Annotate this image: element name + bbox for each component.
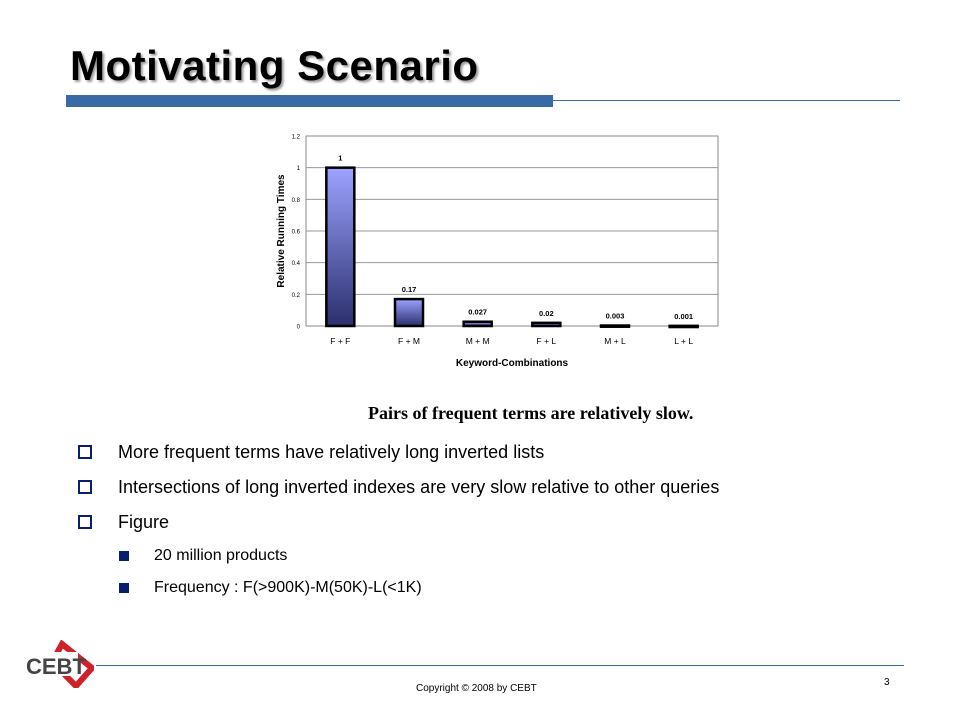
cebt-logo: CEBT bbox=[24, 640, 94, 688]
bullet-text: Figure bbox=[118, 511, 170, 532]
y-tick-label: 0.8 bbox=[292, 198, 301, 204]
x-tick-label: F + M bbox=[398, 336, 420, 346]
filled-square-bullet-icon bbox=[119, 583, 129, 593]
y-axis-label: Relative Running Times bbox=[276, 174, 287, 288]
x-axis-label: Keyword-Combinations bbox=[456, 358, 569, 369]
bar-3 bbox=[531, 321, 562, 328]
bullet-item: Figure bbox=[70, 510, 930, 534]
title-underline-bar bbox=[66, 95, 553, 107]
hollow-square-bullet-icon bbox=[78, 480, 92, 494]
figure-caption: Pairs of frequent terms are relatively s… bbox=[368, 403, 694, 423]
data-label: 0.003 bbox=[606, 312, 625, 321]
sub-bullet-text: 20 million products bbox=[154, 547, 288, 564]
running-times-bar-chart: 0 0.2 0.4 0.6 0.8 1 1.2 1 F + F 0.17 F + M 0.027 M +… bbox=[276, 135, 719, 369]
y-tick-label: 0.2 bbox=[292, 293, 301, 299]
title-underline-rule bbox=[553, 100, 900, 101]
bullet-item: Intersections of long inverted indexes a… bbox=[70, 475, 930, 499]
y-tick-label: 0.4 bbox=[292, 261, 301, 267]
y-tick-label: 1.2 bbox=[292, 135, 301, 141]
copyright-text: Copyright © 2008 by CEBT bbox=[416, 683, 537, 694]
plot-frame bbox=[305, 135, 719, 327]
bar-2 bbox=[462, 320, 493, 328]
x-tick-label: F + F bbox=[330, 336, 350, 346]
data-label: 1 bbox=[338, 154, 342, 163]
x-tick-label: M + L bbox=[604, 336, 626, 346]
data-label: 0.001 bbox=[674, 312, 693, 321]
bullet-text: More frequent terms have relatively long… bbox=[118, 441, 545, 462]
footer-rule bbox=[96, 665, 904, 666]
sub-bullet-item: Frequency : F(>900K)-M(50K)-L(<1K) bbox=[70, 577, 930, 599]
filled-square-bullet-icon bbox=[119, 551, 129, 561]
bar-1 bbox=[393, 297, 425, 328]
y-tick-label: 0 bbox=[297, 325, 301, 331]
x-tick-label: F + L bbox=[537, 336, 557, 346]
bar-4 bbox=[599, 324, 631, 328]
sub-bullet-text: Frequency : F(>900K)-M(50K)-L(<1K) bbox=[154, 579, 422, 596]
bar-5 bbox=[668, 324, 699, 329]
y-tick-label: 1 bbox=[297, 166, 301, 172]
slide-title: Motivating Scenario bbox=[70, 42, 479, 89]
data-label: 0.027 bbox=[468, 308, 487, 317]
hollow-square-bullet-icon bbox=[78, 445, 92, 459]
x-tick-label: L + L bbox=[674, 336, 693, 346]
data-label: 0.17 bbox=[402, 285, 417, 294]
x-tick-label: M + M bbox=[466, 336, 490, 346]
data-label: 0.02 bbox=[539, 309, 554, 318]
sub-bullet-item: 20 million products bbox=[70, 545, 930, 567]
bullet-list: More frequent terms have relatively long… bbox=[70, 440, 930, 609]
bullet-text: Intersections of long inverted indexes a… bbox=[118, 476, 720, 497]
bullet-item: More frequent terms have relatively long… bbox=[70, 440, 930, 464]
y-tick-label: 0.6 bbox=[292, 230, 301, 236]
logo-wordmark: CEBT bbox=[26, 654, 86, 679]
bar-0 bbox=[325, 166, 356, 328]
page-number: 3 bbox=[884, 677, 890, 688]
hollow-square-bullet-icon bbox=[78, 515, 92, 529]
